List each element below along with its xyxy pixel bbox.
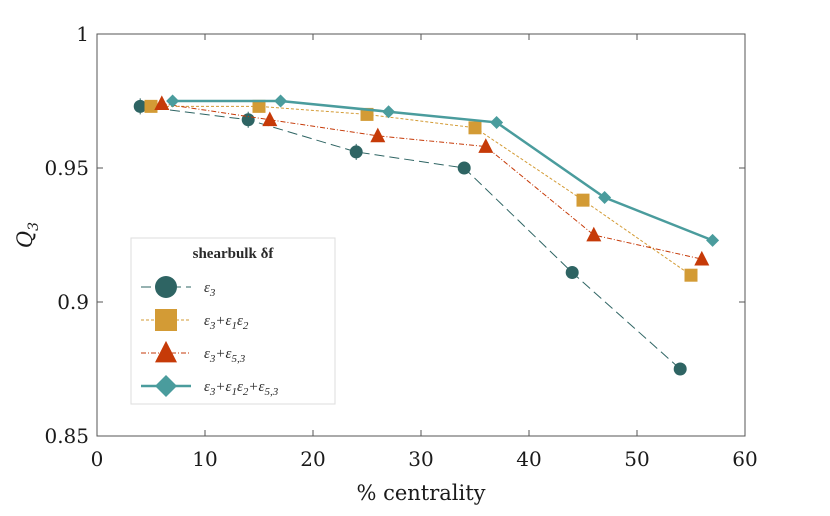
series-line [151,105,692,276]
data-point [706,233,720,247]
data-point [565,266,579,280]
data-point [370,127,386,143]
data-point [154,95,170,111]
series-line [161,103,702,260]
series-line [172,99,714,242]
data-point [166,94,180,108]
series-1 [133,98,687,376]
data-point [241,113,255,127]
legend-item: ε3+ε5,3 [141,340,246,365]
legend-item: ε3 [141,276,216,299]
data-point [262,111,278,127]
legend-item: ε3+ε1ε2 [141,309,249,332]
y-tick-label: 1 [76,22,89,46]
x-tick-label: 40 [516,447,541,471]
x-tick-label: 10 [192,447,217,471]
series-4 [166,94,720,247]
data-point [252,99,266,113]
ticks: 0 10 20 30 40 50 60 0.85 0.9 0.95 1 [44,22,757,471]
legend-marker [155,309,177,331]
series-layer [133,94,720,376]
data-point [684,268,698,282]
data-point [694,250,710,266]
y-tick-label: 0.85 [44,424,89,448]
x-tick-label: 50 [624,447,649,471]
y-tick-label: 0.95 [44,156,89,180]
data-point [457,161,471,175]
legend-label: ε3+ε1ε2+ε5,3 [204,379,279,398]
legend: shearbulk δf ε3 ε3+ε1ε2 ε3+ε5,3 ε3+ε1ε2+ε5,… [130,237,336,405]
data-point [144,99,158,113]
data-point [274,94,288,108]
data-point [598,190,612,204]
legend-marker [155,375,177,397]
legend-label: ε3+ε1ε2 [204,313,249,332]
data-point [468,121,482,135]
x-tick-label: 0 [91,447,104,471]
data-point [586,226,602,242]
data-point [478,138,494,153]
legend-marker [155,276,177,298]
data-point [490,115,504,129]
data-point [133,99,147,113]
x-tick-label: 30 [408,447,433,471]
x-tick-label: 60 [732,447,757,471]
data-point [673,362,687,376]
legend-items: ε3 ε3+ε1ε2 ε3+ε5,3 ε3+ε1ε2+ε5,3 [141,276,279,398]
x-axis-title: % centrality [356,481,485,505]
legend-label: ε3+ε5,3 [204,346,246,365]
legend-title: shearbulk δf [193,246,275,262]
legend-item: ε3+ε1ε2+ε5,3 [141,375,279,398]
legend-label: ε3 [204,280,216,299]
data-point [349,145,363,159]
series-line [140,105,681,370]
data-point [382,105,396,119]
y-axis-title: Q3 [13,222,42,248]
data-point [576,193,590,207]
series-3 [154,95,710,266]
legend-marker [155,340,177,363]
y-tick-label: 0.9 [57,290,89,314]
x-tick-label: 20 [300,447,325,471]
